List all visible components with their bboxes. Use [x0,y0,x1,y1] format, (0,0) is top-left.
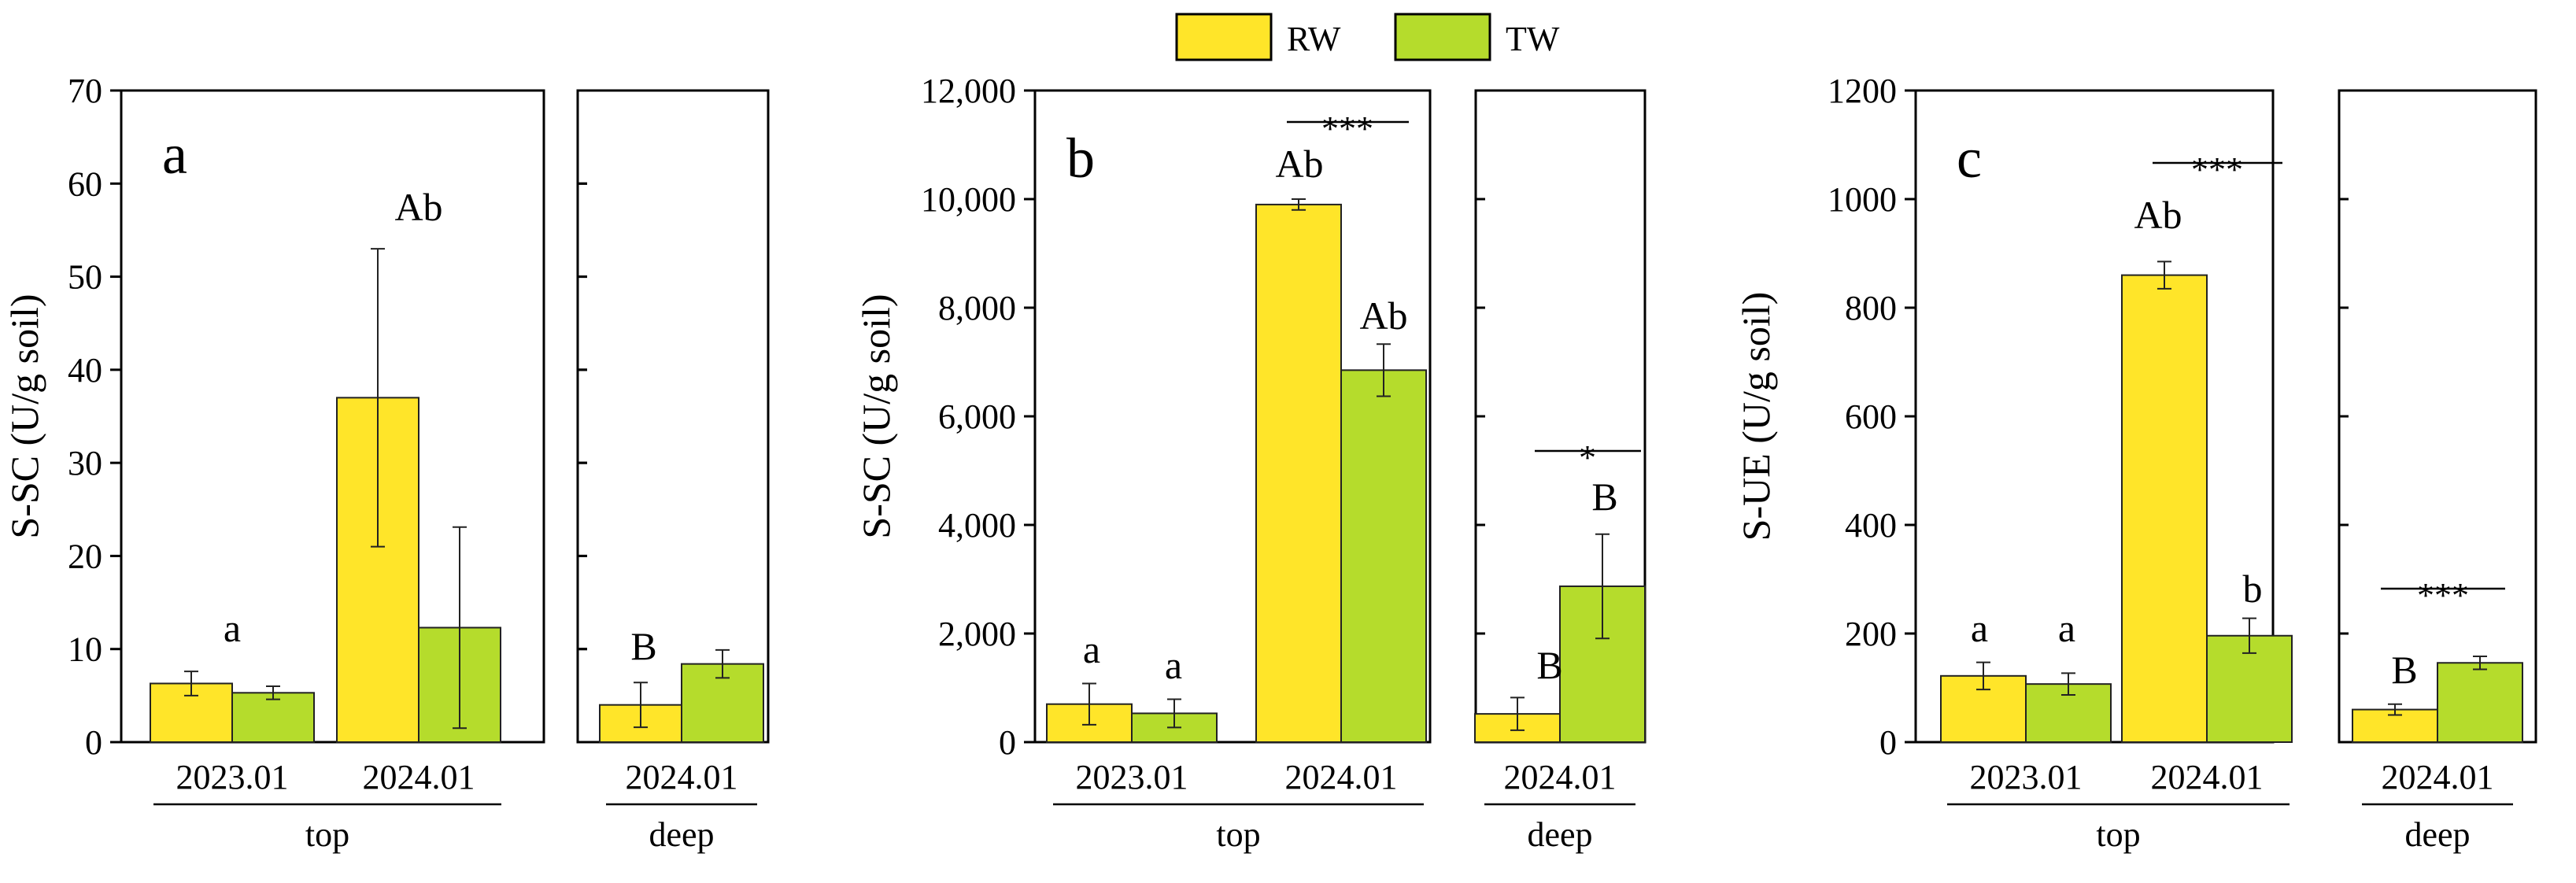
bar-tw [2437,662,2523,744]
significance-letter: Ab [394,185,442,229]
bar-rw [336,397,419,743]
legend-swatch-rw [1175,13,1273,61]
y-axis-label: S-UE (U/g soil) [1734,292,1778,541]
bar-tw [681,663,764,744]
y-tick-label: 60 [68,164,102,203]
chart-panel-c: 0 200 400 600 800 1000 1200 S-UE (U/g soil) c 202… [1734,72,2537,854]
significance-letter: a [1971,606,1988,650]
group-label: deep [2404,815,2470,854]
x-tick-label: 2024.01 [1285,758,1398,796]
panel-label: b [1066,127,1095,190]
y-tick-label: 6,000 [938,397,1016,436]
x-tick-label: 2023.01 [1970,758,2083,796]
x-tick-label: 2024.01 [626,758,738,796]
bar-rw [2121,274,2208,744]
x-tick-label: 2023.01 [1076,758,1188,796]
panel-label: a [162,123,187,186]
bar-tw [1340,369,1427,743]
legend: RW TW [1175,13,1560,61]
chart-panel-a: 0 10 20 30 40 50 60 70 S-SC (U/g soil) a 2023.01 20… [2,72,770,854]
x-tick-label: 2024.01 [1504,758,1617,796]
y-axis-label: S-SC (U/g soil) [854,294,898,538]
y-tick-label: 400 [1845,506,1897,545]
significance-letter: a [1165,643,1182,687]
x-tick-label: 2023.01 [176,758,289,796]
y-tick-label: 10,000 [921,180,1016,219]
y-tick-label: 2,000 [938,615,1016,653]
y-tick-label: 50 [68,258,102,297]
y-tick-label: 4,000 [938,506,1016,545]
y-tick-label: 200 [1845,615,1897,653]
significance-stars: *** [2417,576,2469,615]
y-tick-label: 20 [68,537,102,575]
plot-frame [120,89,545,744]
significance-letter: a [1083,627,1100,671]
group-label: deep [649,815,714,854]
significance-letter: a [224,606,241,650]
x-tick-label: 2024.01 [2151,758,2264,796]
y-tick-label: 800 [1845,289,1897,327]
y-tick-label: 12,000 [921,72,1016,110]
y-tick-label: 40 [68,351,102,390]
y-tick-label: 0 [999,723,1016,762]
significance-letter: B [1536,643,1562,687]
significance-letter: b [2243,567,2263,611]
plot-frame-deep [576,89,770,744]
plot-frame-deep [2338,89,2537,744]
significance-letter: Ab [2134,193,2182,237]
legend-label-rw: RW [1287,20,1341,58]
chart-panel-b: 0 2,000 4,000 6,000 8,000 10,000 12,000 S-SC (U… [854,72,1646,854]
significance-letter: a [2058,606,2075,650]
y-tick-label: 1000 [1828,180,1897,219]
significance-letter: B [1591,475,1617,519]
y-axis-label: S-SC (U/g soil) [2,294,46,538]
y-tick-label: 10 [68,630,102,669]
legend-label-tw: TW [1506,20,1560,58]
x-tick-label: 2024.01 [363,758,475,796]
x-tick-label: 2024.01 [2382,758,2494,796]
significance-letter: Ab [1275,142,1323,186]
significance-stars: *** [1321,109,1373,148]
bar-tw [231,692,315,744]
y-tick-label: 0 [1879,723,1897,762]
significance-letter: B [2391,648,2417,692]
bar-tw [2025,683,2112,743]
significance-letter: Ab [1359,294,1407,338]
significance-letter: B [630,624,656,668]
group-label: deep [1527,815,1592,854]
y-tick-label: 70 [68,72,102,110]
y-tick-label: 600 [1845,397,1897,436]
y-tick-label: 8,000 [938,289,1016,327]
significance-stars: * [1579,438,1596,477]
y-tick-label: 0 [85,723,102,762]
significance-stars: *** [2191,150,2243,189]
bar-rw [1255,203,1342,743]
panel-label: c [1957,127,1982,190]
legend-swatch-tw [1394,13,1491,61]
y-tick-label: 30 [68,444,102,482]
group-label: top [1216,815,1260,854]
group-label: top [305,815,349,854]
group-label: top [2096,815,2140,854]
y-tick-label: 1200 [1828,72,1897,110]
